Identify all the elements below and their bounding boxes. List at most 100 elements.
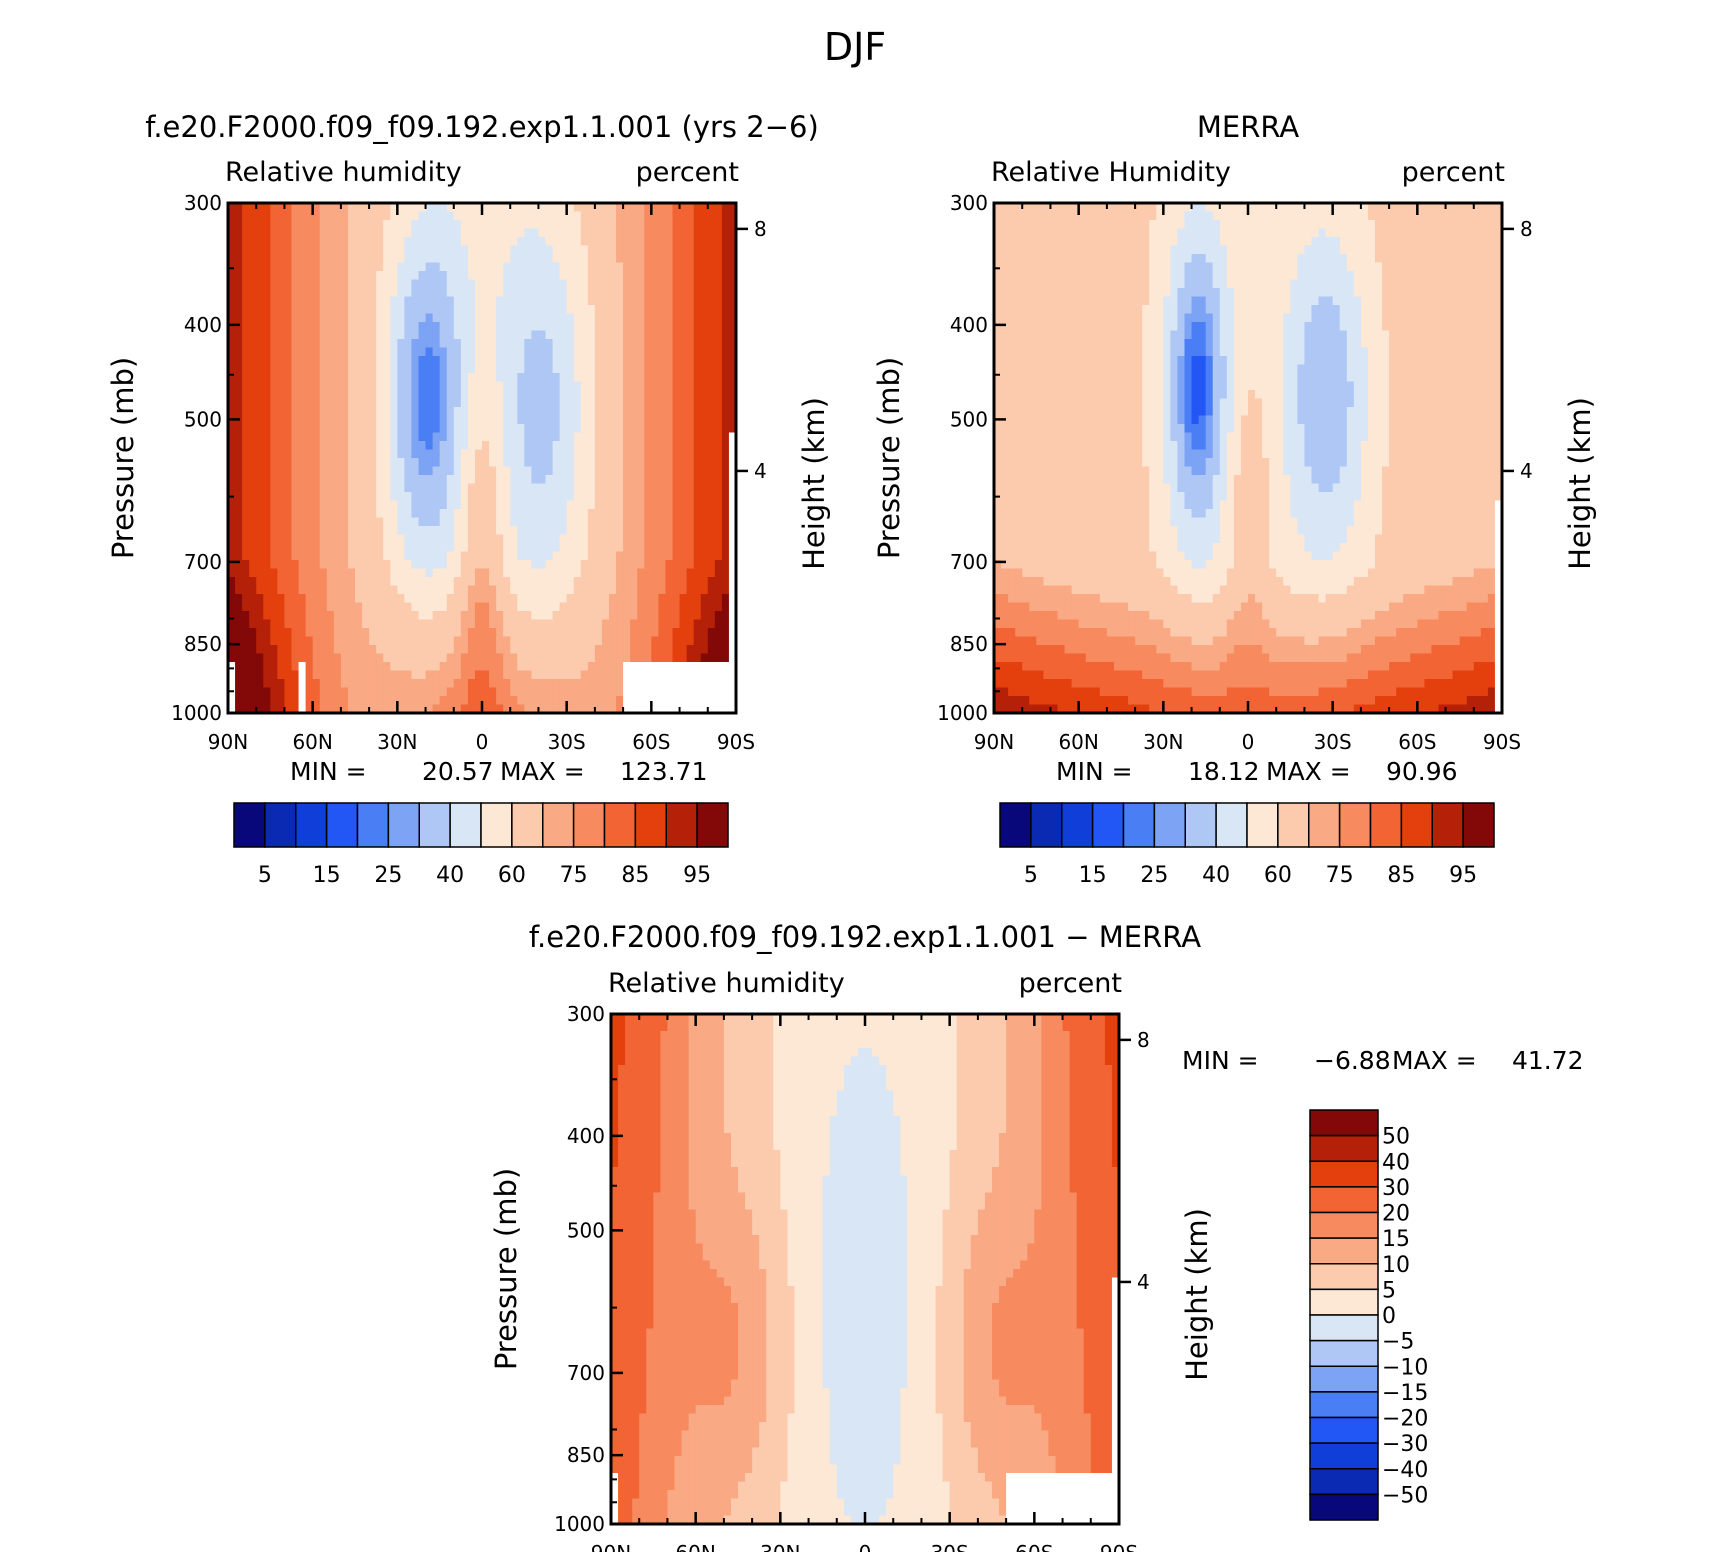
field-cell	[326, 313, 335, 323]
field-cell	[609, 271, 617, 281]
field-cell	[482, 262, 490, 272]
field-cell	[319, 398, 328, 408]
field-cell	[446, 330, 455, 340]
field-cell	[404, 492, 413, 502]
field-cell	[559, 500, 568, 510]
field-cell	[594, 424, 603, 434]
field-cell	[312, 339, 321, 349]
field-cell	[559, 662, 568, 672]
field-cell	[319, 228, 328, 238]
field-cell	[340, 509, 349, 519]
field-cell	[580, 696, 589, 706]
field-cell	[425, 254, 434, 264]
field-cell	[538, 288, 547, 298]
x-tick-label: 30S	[548, 730, 586, 754]
field-cell	[524, 364, 532, 374]
field-cell	[376, 687, 384, 697]
field-cell	[453, 441, 462, 451]
field-cell	[411, 415, 420, 425]
field-cell	[728, 696, 737, 706]
field-cell	[347, 679, 356, 689]
field-cell	[686, 679, 695, 689]
field-cell	[594, 551, 603, 561]
field-cell	[1106, 237, 1115, 247]
field-cell	[594, 254, 603, 264]
field-cell	[630, 254, 638, 264]
field-cell	[517, 339, 525, 349]
field-cell	[291, 466, 300, 476]
field-cell	[538, 245, 547, 255]
field-cell	[467, 517, 476, 527]
field-cell	[559, 347, 568, 357]
field-cell	[1064, 262, 1073, 272]
field-cell	[700, 203, 709, 213]
field-cell	[573, 262, 582, 272]
field-cell	[249, 466, 257, 476]
field-cell	[580, 475, 589, 485]
field-cell	[305, 483, 314, 493]
field-cell	[552, 305, 561, 315]
field-cell	[362, 636, 370, 646]
field-cell	[1029, 237, 1037, 247]
field-cell	[319, 560, 328, 570]
field-cell	[1346, 220, 1355, 230]
field-cell	[524, 449, 532, 459]
field-cell	[616, 407, 624, 417]
field-cell	[1240, 245, 1249, 255]
field-cell	[728, 313, 737, 323]
field-cell	[376, 645, 384, 655]
field-cell	[390, 441, 398, 451]
field-cell	[277, 543, 286, 553]
field-cell	[679, 611, 688, 621]
field-cell	[700, 339, 709, 349]
field-cell	[467, 407, 476, 417]
field-cell	[686, 611, 695, 621]
field-cell	[474, 211, 483, 221]
field-cell	[679, 653, 688, 663]
field-cell	[503, 670, 511, 680]
field-cell	[235, 509, 243, 519]
field-cell	[559, 407, 568, 417]
field-cell	[693, 500, 702, 510]
field-cell	[1219, 245, 1228, 255]
field-cell	[425, 670, 434, 680]
field-cell	[249, 653, 257, 663]
field-cell	[467, 245, 476, 255]
field-cell	[1459, 228, 1468, 238]
field-cell	[587, 560, 596, 570]
field-cell	[1304, 220, 1313, 230]
field-cell	[651, 220, 659, 230]
field-cell	[319, 424, 328, 434]
field-cell	[460, 441, 469, 451]
field-cell	[721, 398, 730, 408]
field-cell	[249, 296, 257, 306]
field-cell	[573, 696, 582, 706]
field-cell	[333, 398, 342, 408]
field-cell	[728, 670, 737, 680]
field-cell	[1410, 228, 1418, 238]
field-cell	[1290, 228, 1298, 238]
field-cell	[503, 271, 511, 281]
field-cell	[235, 432, 243, 442]
field-cell	[623, 449, 631, 459]
field-cell	[397, 228, 405, 238]
field-cell	[277, 449, 286, 459]
field-cell	[270, 390, 278, 400]
field-cell	[559, 271, 568, 281]
field-cell	[721, 526, 730, 536]
field-cell	[672, 560, 681, 570]
field-cell	[369, 526, 377, 536]
field-cell	[728, 347, 737, 357]
field-cell	[1240, 228, 1249, 238]
field-cell	[580, 381, 589, 391]
field-cell	[672, 347, 681, 357]
field-cell	[383, 441, 391, 451]
field-cell	[644, 509, 652, 519]
field-cell	[242, 254, 250, 264]
field-cell	[623, 432, 631, 442]
field-cell	[1078, 203, 1087, 213]
field-cell	[333, 594, 342, 604]
field-cell	[601, 526, 610, 536]
field-cell	[362, 220, 370, 230]
field-cell	[270, 279, 278, 289]
